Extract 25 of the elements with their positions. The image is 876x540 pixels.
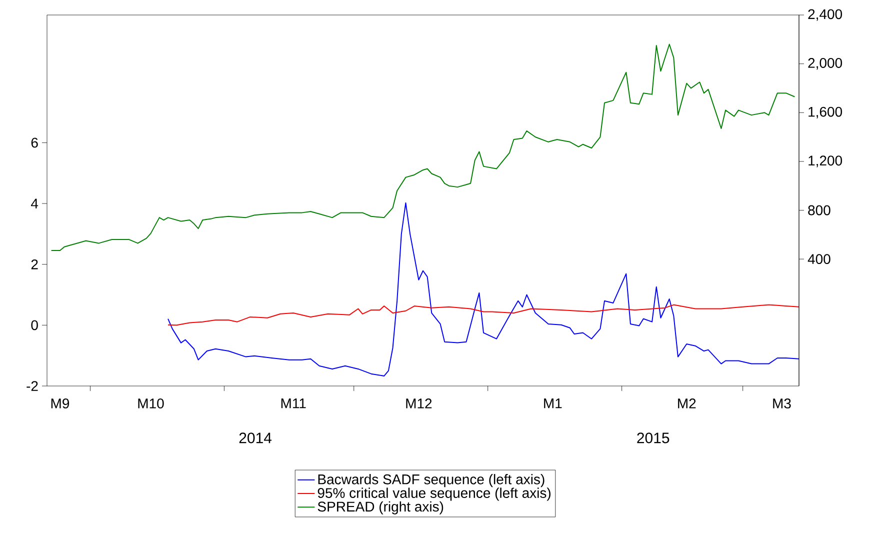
- legend-label: Bacwards SADF sequence (left axis): [318, 474, 544, 488]
- legend-label: 95% critical value sequence (left axis): [318, 488, 550, 501]
- x-tick-label: M11: [281, 398, 306, 408]
- legend-label: SPREAD (right axis): [318, 501, 444, 514]
- x-tick-label: M12: [406, 398, 432, 408]
- y-tick-label: 0: [31, 320, 38, 330]
- y-tick-label: 4: [31, 198, 38, 208]
- y2-tick-label: 800: [808, 205, 830, 216]
- y-tick-label: 6: [31, 138, 38, 148]
- x-tick-label: M2: [678, 398, 696, 408]
- y2-tick-label: 400: [808, 254, 830, 264]
- y2-tick-label: 1,200: [808, 156, 842, 168]
- text: 2014: [239, 432, 272, 444]
- text: 2015: [637, 432, 670, 444]
- y2-tick-label: 1,600: [808, 106, 842, 118]
- y-tick-label: -2: [26, 381, 38, 391]
- x-tick-label: M3: [773, 398, 791, 408]
- y-tick-label: 2: [31, 259, 38, 270]
- y2-tick-label: 2,000: [808, 58, 842, 70]
- x-tick-label: M9: [51, 398, 70, 408]
- line-series: [168, 304, 799, 326]
- x-tick-label: M1: [544, 398, 562, 408]
- y2-tick-label: 2,400: [808, 9, 842, 21]
- line-series: [168, 202, 799, 376]
- x-tick-label: M10: [138, 398, 164, 408]
